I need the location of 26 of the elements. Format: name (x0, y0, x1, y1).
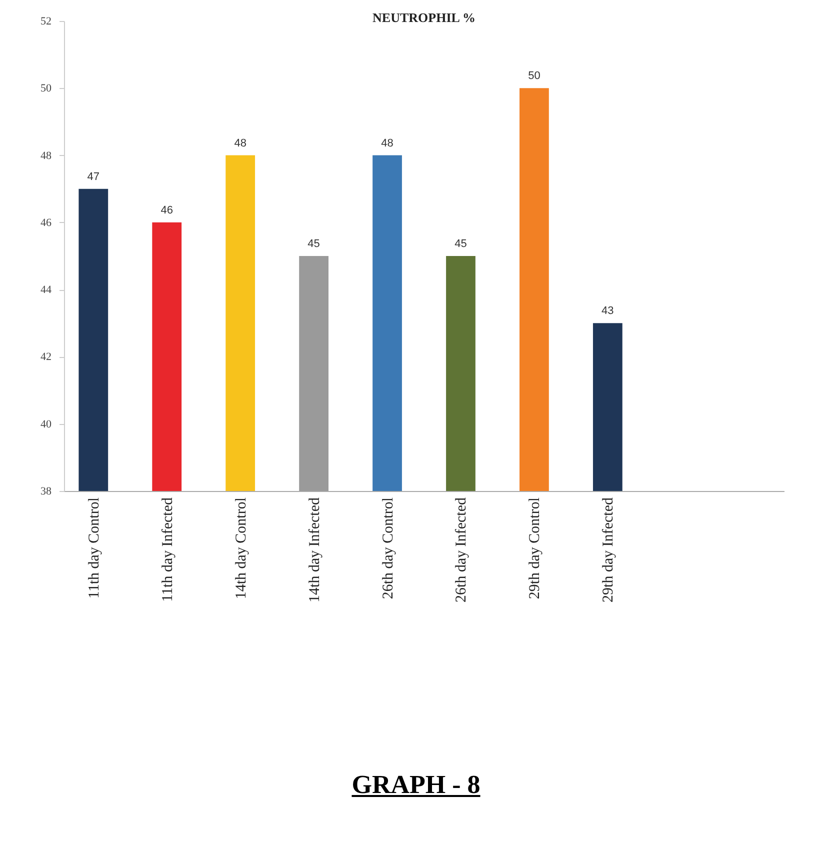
y-tick-label: 40 (40, 418, 52, 430)
data-label: 48 (381, 137, 394, 150)
data-label: 45 (308, 238, 320, 250)
x-tick-label: 26th day Infected (454, 497, 470, 602)
text: GRAPH - 8 (350, 770, 482, 800)
y-tick-label: 50 (40, 82, 52, 95)
y-tick-label: 44 (40, 284, 52, 296)
chart-title: NEUTROPHIL % (372, 10, 476, 25)
x-tick-label: 29th day Infected (600, 497, 617, 602)
data-label: 43 (602, 305, 614, 318)
x-tick-label: 14th day Control (233, 498, 250, 600)
x-tick-label: 29th day Control (527, 498, 544, 600)
x-tick-label: 11th day Infected (160, 497, 176, 602)
y-tick-label: 42 (40, 351, 52, 364)
y-tick-label: 38 (40, 486, 52, 498)
y-tick-label: 46 (40, 216, 52, 229)
y-tick-label: 52 (40, 16, 52, 28)
x-tick-label: 11th day Control (86, 498, 102, 599)
data-label: 46 (160, 204, 173, 216)
data-label: 50 (528, 70, 540, 82)
y-tick-label: 48 (40, 150, 52, 162)
data-label: 45 (454, 238, 467, 250)
x-tick-label: 26th day Control (380, 498, 396, 600)
data-label: 48 (234, 137, 246, 150)
data-label: 47 (87, 170, 100, 183)
x-tick-label: 14th day Infected (306, 497, 323, 602)
